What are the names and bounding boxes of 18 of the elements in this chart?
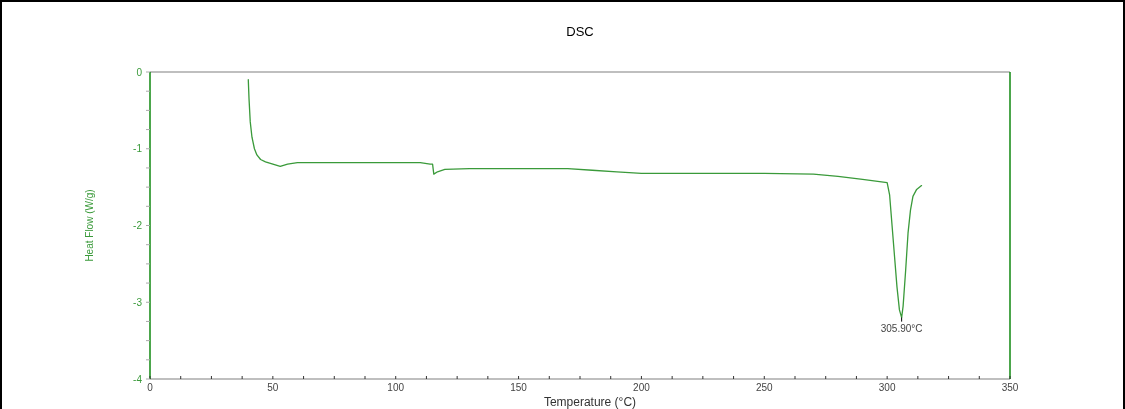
annotation: 305.90°C xyxy=(880,322,923,334)
x-tick-label: 100 xyxy=(387,382,405,393)
x-axis-title: Temperature (°C) xyxy=(543,395,637,409)
y-tick-label: -1 xyxy=(133,143,143,155)
x-tick-label: 200 xyxy=(633,382,651,393)
chart-title: DSC xyxy=(566,24,594,39)
y-axis-title: Heat Flow (W/g) xyxy=(84,189,95,262)
x-tick-label: 250 xyxy=(755,382,774,393)
y-tick-label: -2 xyxy=(133,220,143,231)
x-tick-label: 350 xyxy=(1001,382,1019,393)
x-tick-label: 0 xyxy=(147,382,154,393)
x-tick-label: 50 xyxy=(267,382,279,393)
y-tick-label: -4 xyxy=(133,373,143,385)
x-tick-label: 150 xyxy=(510,382,528,393)
x-tick-label: 300 xyxy=(878,382,896,393)
y-tick-label: 0 xyxy=(136,66,143,78)
line-series xyxy=(247,79,923,319)
y-tick-label: -3 xyxy=(133,296,143,308)
